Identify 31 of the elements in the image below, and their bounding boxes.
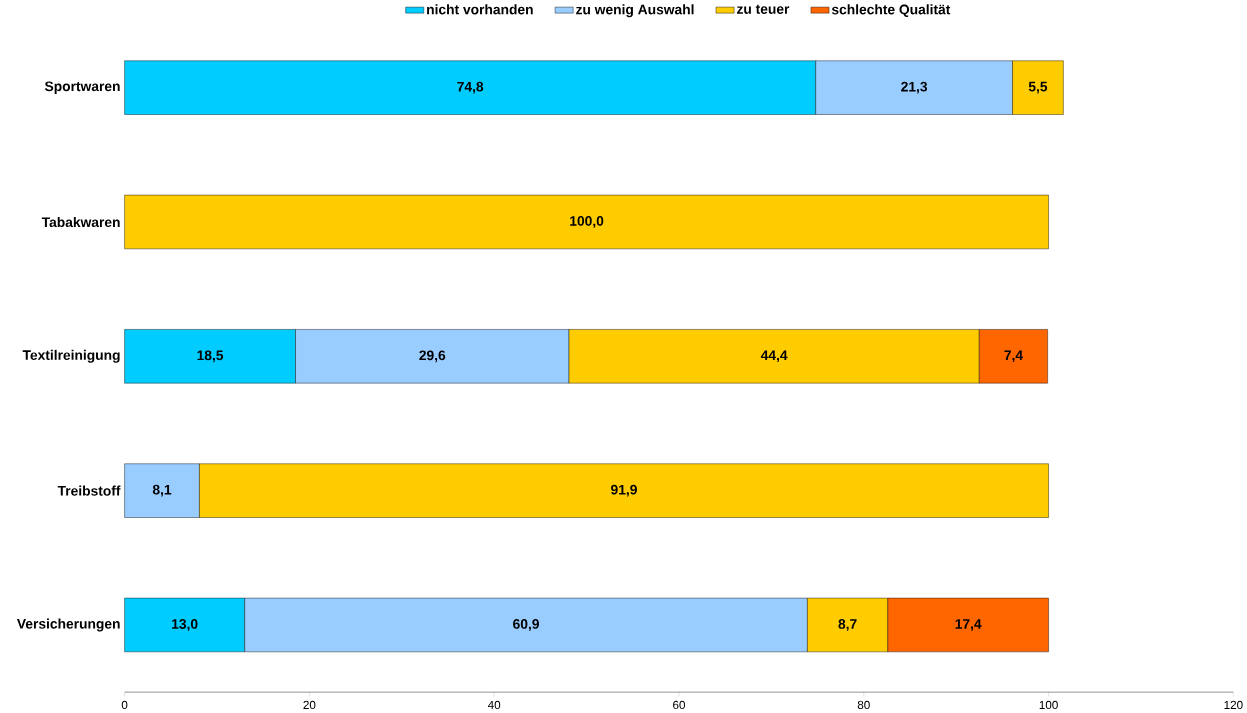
legend-label: zu teuer — [737, 4, 790, 14]
data-label: 91,9 — [611, 484, 637, 497]
x-tick-label: 100 — [1039, 700, 1058, 710]
x-tick-label: 60 — [673, 700, 685, 710]
legend-label: schlechte Qualität — [831, 4, 951, 17]
y-tick-label: Textilreinigung — [22, 349, 120, 363]
data-label: 18,5 — [197, 350, 224, 363]
x-tick-label: 20 — [303, 700, 316, 710]
legend-label: nicht vorhanden — [427, 4, 533, 15]
data-label: 29,6 — [419, 350, 446, 363]
x-tick-label: 0 — [121, 700, 128, 710]
data-label: 44,4 — [760, 350, 788, 363]
y-tick-label: Sportwaren — [44, 81, 120, 94]
data-label: 60,9 — [513, 619, 539, 631]
data-label: 7,4 — [1004, 350, 1023, 363]
data-label: 74,8 — [457, 81, 484, 94]
data-label: 21,3 — [901, 81, 928, 94]
data-label: 8,7 — [838, 619, 857, 631]
y-tick-label: Tabakwaren — [41, 216, 120, 228]
x-tick-label: 120 — [1224, 700, 1243, 710]
data-label: 5,5 — [1028, 81, 1048, 94]
x-tick-label: 40 — [487, 700, 501, 710]
y-tick-label: Versicherungen — [16, 618, 120, 632]
data-label: 8,1 — [152, 484, 172, 497]
legend-label: zu wenig Auswahl — [576, 4, 694, 18]
y-tick-label: Treibstoff — [57, 485, 121, 496]
x-tick-label: 80 — [857, 700, 870, 710]
data-label: 100,0 — [570, 216, 604, 228]
data-label: 13,0 — [172, 619, 198, 631]
bar — [124, 194, 1049, 250]
data-label: 17,4 — [955, 619, 982, 631]
